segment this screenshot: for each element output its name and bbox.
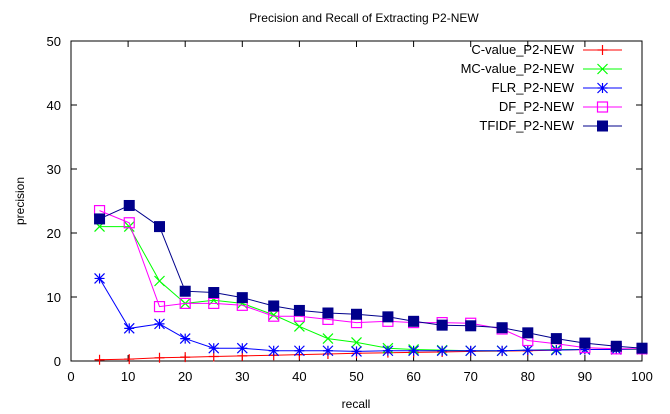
data-point [179,297,191,309]
y-tick-label: 50 [47,34,61,49]
series-TFIDF_P2-NEW [94,199,648,354]
y-tick-label: 20 [47,226,61,241]
x-tick-label: 50 [349,369,363,384]
series-layer [93,199,648,365]
data-point [123,199,135,211]
data-point [154,275,165,287]
legend-marker [596,101,609,113]
chart-title: Precision and Recall of Extracting P2-NE… [249,11,479,25]
data-point [322,307,334,319]
x-axis-label: recall [342,397,371,411]
x-tick-label: 30 [235,369,249,384]
series-FLR_P2-NEW [94,273,648,357]
y-tick-label: 0 [54,354,61,369]
x-tick-label: 60 [406,369,420,384]
data-point [124,354,135,365]
x-tick-label: 70 [463,369,477,384]
series-line [99,204,643,349]
data-point [351,345,362,357]
legend-marker [597,45,608,55]
data-point [208,342,220,354]
y-axis-label: precision [13,177,27,225]
series-C-value_P2-NEW [94,343,647,365]
legend-label: FLR_P2-NEW [492,80,575,95]
legend-entry: MC-value_P2-NEW [461,61,622,76]
data-point [610,340,622,352]
x-tick-label: 40 [292,369,306,384]
data-point [94,354,105,365]
legend-marker [597,120,608,132]
data-point [496,345,508,357]
data-point [268,300,280,312]
data-point [322,345,334,357]
data-point [465,345,477,357]
data-point [208,297,220,309]
x-tick-label: 0 [67,369,74,384]
x-tick-label: 10 [121,369,135,384]
x-tick-label: 90 [578,369,592,384]
data-point [236,342,248,354]
data-point [94,273,105,284]
data-point [268,345,280,357]
data-point [579,344,591,355]
legend-entry: FLR_P2-NEW [492,80,622,95]
data-point [236,292,248,304]
x-tick-label: 100 [631,369,653,384]
data-point [180,352,191,363]
data-point [550,344,562,356]
data-point [436,319,448,331]
data-point [636,342,648,354]
series-DF_P2-NEW [93,205,648,355]
data-point [293,345,305,357]
data-point [322,333,334,345]
legend: C-value_P2-NEW MC-value_P2-NEW FLR_P2-NEW D… [461,42,622,133]
data-point [123,322,135,334]
legend-label: TFIDF_P2-NEW [479,118,574,133]
data-point [408,345,420,357]
legend-entry: C-value_P2-NEW [471,42,622,57]
legend-entry: TFIDF_P2-NEW [479,118,622,133]
data-point [351,308,362,320]
series-MC-value_P2-NEW [94,221,648,357]
data-point [382,311,394,323]
legend-label: C-value_P2-NEW [471,42,574,57]
data-point [123,221,135,233]
legend-marker [597,82,608,94]
data-point [94,213,106,225]
y-tick-label: 30 [47,162,61,177]
data-point [154,318,165,330]
data-point [293,321,305,332]
legend-label: DF_P2-NEW [499,99,575,114]
data-point [208,287,220,299]
data-point [382,345,394,357]
data-point [465,320,477,332]
data-point [522,327,534,339]
legend-marker [597,63,608,75]
data-point [408,315,420,327]
data-point [293,304,305,316]
data-point [579,337,591,349]
x-tick-label: 80 [521,369,535,384]
data-point [436,345,448,357]
y-tick-label: 10 [47,290,61,305]
y-tick-label: 40 [47,98,61,113]
data-point [522,344,534,356]
data-point [154,352,165,363]
legend-label: MC-value_P2-NEW [461,61,575,76]
data-point [179,333,191,345]
data-point [153,301,166,313]
data-point [550,333,562,345]
data-point [123,217,135,229]
data-point [179,285,191,297]
data-point [351,337,362,348]
data-point [496,322,508,334]
data-point [154,221,166,233]
legend-entry: DF_P2-NEW [499,99,622,114]
x-tick-label: 20 [178,369,192,384]
